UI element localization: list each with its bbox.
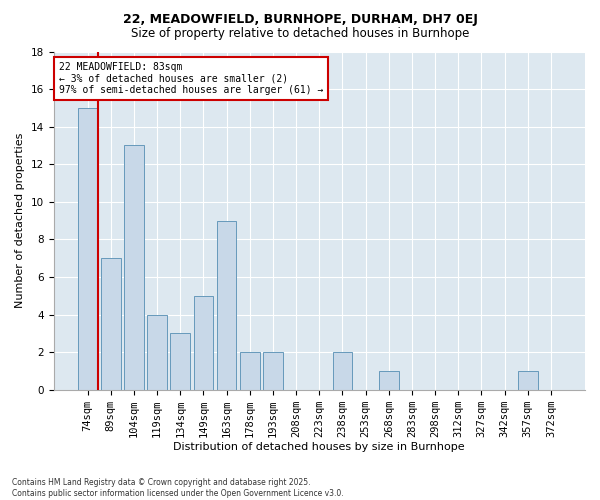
Text: 22 MEADOWFIELD: 83sqm
← 3% of detached houses are smaller (2)
97% of semi-detach: 22 MEADOWFIELD: 83sqm ← 3% of detached h… (59, 62, 323, 95)
Bar (194, 296, 213, 390)
Bar (170, 334, 190, 390)
Bar (379, 371, 398, 390)
Text: Contains HM Land Registry data © Crown copyright and database right 2025.
Contai: Contains HM Land Registry data © Crown c… (12, 478, 344, 498)
Bar (217, 220, 236, 390)
Bar (77, 108, 97, 390)
Bar (332, 352, 352, 390)
X-axis label: Distribution of detached houses by size in Burnhope: Distribution of detached houses by size … (173, 442, 465, 452)
Bar (101, 258, 121, 390)
Text: Size of property relative to detached houses in Burnhope: Size of property relative to detached ho… (131, 28, 469, 40)
Text: 22, MEADOWFIELD, BURNHOPE, DURHAM, DH7 0EJ: 22, MEADOWFIELD, BURNHOPE, DURHAM, DH7 0… (122, 12, 478, 26)
Bar (147, 314, 167, 390)
Y-axis label: Number of detached properties: Number of detached properties (15, 133, 25, 308)
Bar (124, 146, 144, 390)
Bar (518, 371, 538, 390)
Bar (240, 352, 260, 390)
Bar (263, 352, 283, 390)
